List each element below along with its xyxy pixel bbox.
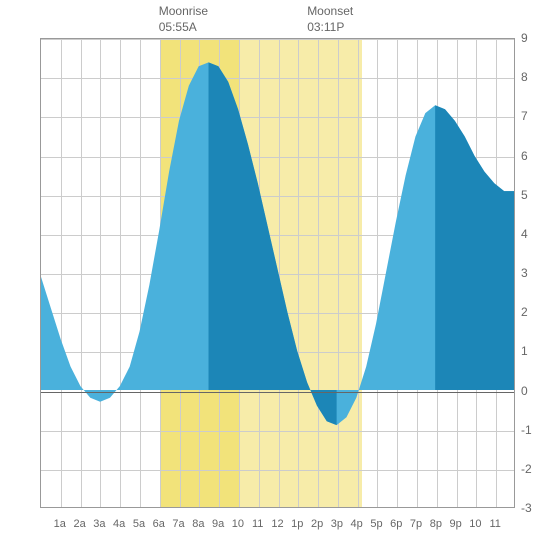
- y-tick-label: 3: [521, 266, 528, 280]
- x-tick-label: 10: [469, 518, 481, 530]
- y-tick-label: -1: [521, 423, 532, 437]
- y-tick-label: 8: [521, 70, 528, 84]
- x-tick-label: 6a: [153, 518, 165, 530]
- x-tick-label: 4p: [351, 518, 363, 530]
- x-tick-label: 7a: [172, 518, 184, 530]
- moonrise-label: Moonrise05:55A: [159, 4, 208, 35]
- y-tick-label: -3: [521, 501, 532, 515]
- x-tick-label: 9p: [450, 518, 462, 530]
- x-tick-label: 2p: [311, 518, 323, 530]
- y-tick-label: 5: [521, 188, 528, 202]
- x-tick-label: 11: [489, 518, 500, 530]
- x-tick-label: 4a: [113, 518, 125, 530]
- y-tick-label: -2: [521, 462, 532, 476]
- tide-chart: -3-2-101234567891a2a3a4a5a6a7a8a9a101112…: [0, 0, 550, 550]
- header-title: Moonrise: [159, 4, 208, 20]
- x-tick-label: 6p: [390, 518, 402, 530]
- x-tick-label: 1a: [54, 518, 66, 530]
- y-tick-label: 0: [521, 384, 528, 398]
- plot-area: [40, 38, 515, 508]
- y-tick-label: 1: [521, 344, 528, 358]
- moonset-label: Moonset03:11P: [307, 4, 353, 35]
- x-tick-label: 2a: [73, 518, 85, 530]
- x-tick-label: 5p: [370, 518, 382, 530]
- x-tick-label: 1p: [291, 518, 303, 530]
- x-tick-label: 3a: [93, 518, 105, 530]
- x-tick-label: 11: [252, 518, 263, 530]
- tide-curve: [41, 39, 514, 507]
- tide-area: [435, 105, 514, 390]
- header-title: Moonset: [307, 4, 353, 20]
- header-time: 03:11P: [307, 20, 353, 36]
- y-tick-label: 9: [521, 31, 528, 45]
- zero-line: [41, 392, 514, 393]
- y-tick-label: 2: [521, 305, 528, 319]
- x-tick-label: 8p: [430, 518, 442, 530]
- x-tick-label: 3p: [331, 518, 343, 530]
- tide-area: [209, 62, 337, 425]
- x-tick-label: 7p: [410, 518, 422, 530]
- x-tick-label: 12: [271, 518, 283, 530]
- y-tick-label: 4: [521, 227, 528, 241]
- header-time: 05:55A: [159, 20, 208, 36]
- x-tick-label: 10: [232, 518, 244, 530]
- y-tick-label: 7: [521, 109, 528, 123]
- x-tick-label: 8a: [192, 518, 204, 530]
- x-tick-label: 9a: [212, 518, 224, 530]
- y-tick-label: 6: [521, 149, 528, 163]
- x-tick-label: 5a: [133, 518, 145, 530]
